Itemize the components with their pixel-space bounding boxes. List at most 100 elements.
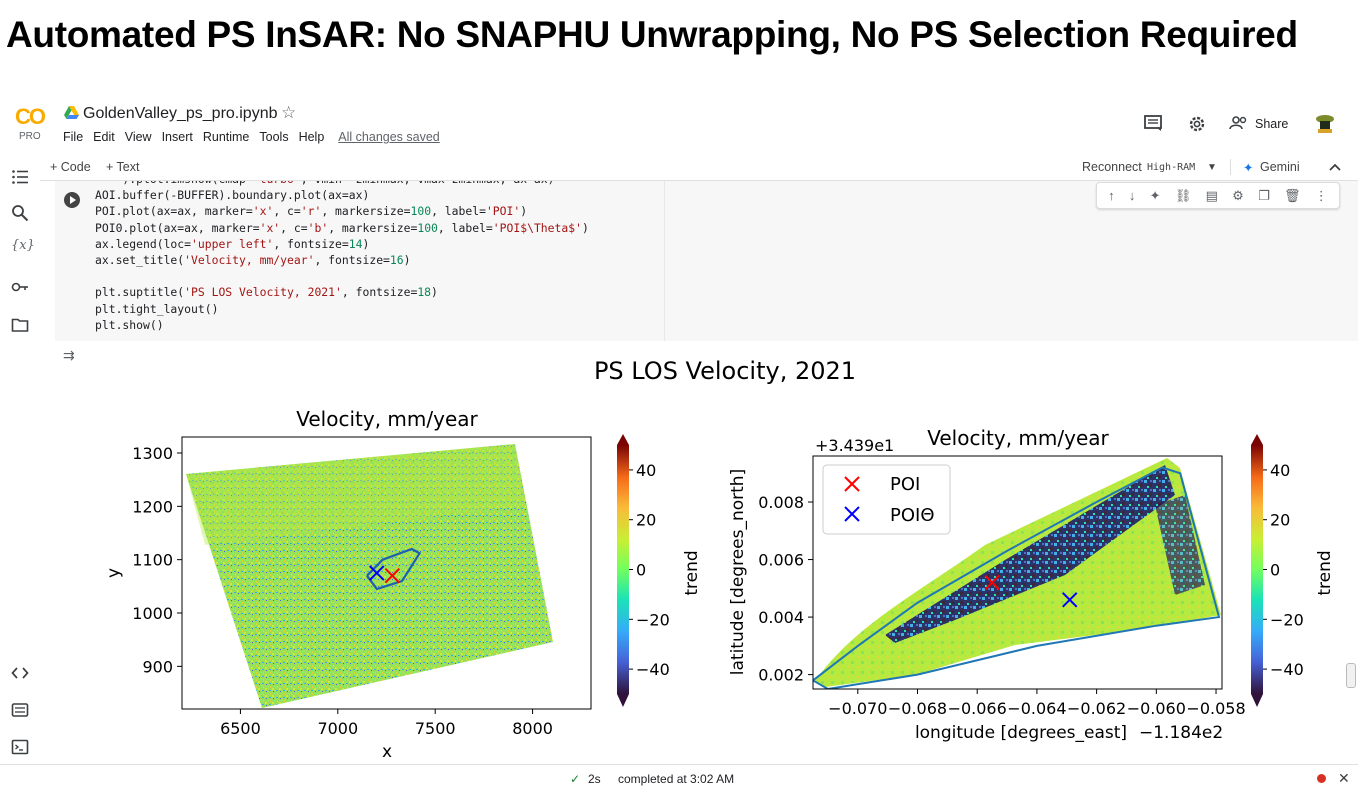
- comment-icon[interactable]: [1143, 114, 1163, 132]
- menu-file[interactable]: File: [63, 130, 84, 144]
- notebook-title[interactable]: GoldenValley_ps_pro.ipynb: [83, 105, 278, 122]
- cell-toolbar: ↑ ↓ ✦ ⛓ ▤ ⚙ ❐ 🗑 ⋮: [1096, 182, 1340, 209]
- left-colorbar: [617, 445, 629, 694]
- gear-icon[interactable]: [1187, 114, 1207, 134]
- logo-text: CO: [15, 104, 46, 129]
- gemini-button[interactable]: Gemini: [1260, 160, 1300, 174]
- right-colorbar-bottom-arrow: [1251, 694, 1263, 707]
- right-colorbar-label: trend: [1315, 550, 1335, 595]
- share-button[interactable]: Share: [1255, 117, 1289, 131]
- code-editor[interactable]: ).plot.imshow(cmap='turbo', vmin=-zminma…: [95, 172, 589, 332]
- left-heatmap: [186, 444, 553, 708]
- menu-help[interactable]: Help: [298, 130, 325, 144]
- x-tick-label: 7500: [415, 719, 456, 738]
- terminal-icon[interactable]: [11, 738, 29, 756]
- colorbar-tick-label: 0: [636, 561, 646, 580]
- output-actions-icon[interactable]: ⇉: [63, 347, 75, 363]
- colorbar-tick-label: −40: [636, 660, 670, 679]
- left-colorbar-label: trend: [682, 550, 702, 595]
- drive-icon: [64, 106, 79, 119]
- colorbar-tick-label: 40: [1270, 461, 1290, 480]
- x-tick-label: −0.070: [828, 699, 887, 718]
- run-cell-button[interactable]: [64, 192, 80, 208]
- mirror-cell-icon[interactable]: ❐: [1258, 187, 1270, 203]
- y-tick-label: 1000: [132, 604, 173, 623]
- avatar[interactable]: [1312, 110, 1338, 136]
- comment-cell-icon[interactable]: ▤: [1205, 187, 1218, 203]
- x-tick-label: −0.060: [1127, 699, 1186, 718]
- colorbar-tick-label: −20: [636, 610, 670, 629]
- chevron-up-icon[interactable]: [1328, 161, 1342, 173]
- y-tick-label: 900: [142, 657, 173, 676]
- x-tick-label: −0.066: [948, 699, 1007, 718]
- command-palette-icon[interactable]: [11, 701, 29, 719]
- left-rail: {x}: [0, 154, 40, 764]
- close-icon[interactable]: ✕: [1338, 770, 1350, 786]
- right-aoi-boundary: [813, 466, 1221, 689]
- gemini-icon: ✦: [1243, 161, 1254, 175]
- right-plot-frame: [812, 455, 1223, 690]
- chevron-down-icon[interactable]: ▼: [1207, 162, 1217, 173]
- colorbar-tick-label: −20: [1270, 610, 1304, 629]
- x-tick-label: −0.058: [1186, 699, 1245, 718]
- menu-insert[interactable]: Insert: [161, 130, 193, 144]
- right-x-offset-text: −1.184e2: [1139, 723, 1223, 743]
- y-tick-label: 0.006: [758, 551, 804, 570]
- poi-marker: [1062, 592, 1078, 608]
- colab-logo[interactable]: CO PRO: [13, 104, 49, 144]
- headline: Automated PS InSAR: No SNAPHU Unwrapping…: [6, 14, 1298, 55]
- share-icon[interactable]: [1229, 114, 1249, 132]
- menu-edit[interactable]: Edit: [93, 130, 115, 144]
- right-plot: Velocity, mm/year +3.439e1 −0.070 −0.068−…: [728, 426, 1335, 743]
- record-indicator: [1317, 774, 1326, 783]
- folder-icon[interactable]: [11, 316, 29, 334]
- page-scrollbar[interactable]: [1346, 663, 1356, 688]
- colorbar-tick-label: 0: [1270, 561, 1280, 580]
- colorbar-tick-label: 40: [636, 461, 656, 480]
- figure-suptitle: PS LOS Velocity, 2021: [594, 357, 856, 385]
- menu-bar: File Edit View Insert Runtime Tools Help…: [63, 130, 450, 144]
- left-raster-overlay: [186, 444, 525, 545]
- left-plot: Velocity, mm/year 6500 7000 7500 8000 900 10…: [104, 407, 702, 762]
- table-of-contents-icon[interactable]: [11, 168, 29, 186]
- divider: [1230, 159, 1231, 175]
- y-tick-label: 1200: [132, 497, 173, 516]
- y-tick-label: 0.008: [758, 493, 804, 512]
- completed-time[interactable]: completed at 3:02 AM: [618, 772, 735, 786]
- right-y-offset-text: +3.439e1: [815, 436, 894, 455]
- more-options-icon[interactable]: ⋮: [1314, 187, 1328, 203]
- link-icon[interactable]: ⛓: [1174, 187, 1192, 203]
- menu-runtime[interactable]: Runtime: [202, 130, 250, 144]
- delete-icon[interactable]: 🗑: [1284, 187, 1301, 203]
- add-code-button[interactable]: + Code: [50, 160, 91, 174]
- elapsed-time: 2s: [588, 772, 601, 786]
- save-status[interactable]: All changes saved: [338, 130, 440, 144]
- x-tick-label: 6500: [220, 719, 261, 738]
- x-tick-label: −0.062: [1067, 699, 1126, 718]
- move-down-icon[interactable]: ↓: [1128, 188, 1136, 203]
- reconnect-button[interactable]: Reconnect: [1082, 160, 1142, 174]
- x-tick-label: 7000: [317, 719, 358, 738]
- code-cell[interactable]: [55, 181, 665, 341]
- menu-tools[interactable]: Tools: [259, 130, 289, 144]
- sparkle-icon[interactable]: ✦: [1149, 187, 1161, 203]
- search-icon[interactable]: [11, 204, 29, 222]
- poi-marker: [369, 565, 385, 581]
- move-up-icon[interactable]: ↑: [1108, 188, 1115, 203]
- left-ylabel: y: [104, 568, 124, 578]
- cell-settings-icon[interactable]: ⚙: [1232, 187, 1244, 203]
- variables-icon[interactable]: {x}: [11, 238, 35, 253]
- poi-marker: [384, 567, 401, 584]
- menu-view[interactable]: View: [124, 130, 152, 144]
- figure: PS LOS Velocity, 2021 Velocity, mm/year …: [104, 357, 1335, 762]
- poi-marker-stroke: [1062, 592, 1078, 608]
- cell-bar: + Code + Text Reconnect High-RAM ▼ ✦ Gem…: [40, 154, 1358, 181]
- left-plot-frame: [181, 436, 592, 710]
- star-icon[interactable]: ☆: [281, 103, 297, 122]
- pro-badge: PRO: [19, 131, 41, 142]
- key-icon[interactable]: [11, 278, 29, 296]
- y-tick-label: 0.002: [758, 666, 804, 685]
- right-colorbar: [1251, 445, 1263, 694]
- code-snippets-icon[interactable]: [11, 664, 29, 682]
- add-text-button[interactable]: + Text: [106, 160, 140, 174]
